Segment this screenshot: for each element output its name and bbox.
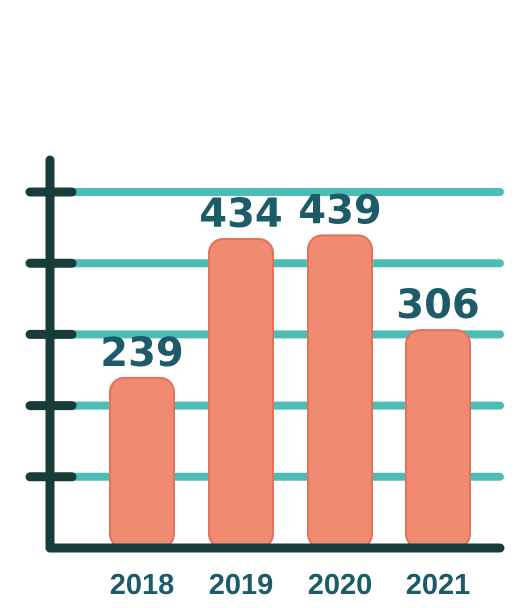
value-label-2018: 239 [100,330,184,376]
x-tick-label-2020: 2020 [308,569,373,601]
value-label-2021: 306 [396,282,480,328]
x-tick-label-2019: 2019 [209,569,274,601]
value-label-2019: 434 [199,191,283,237]
labels: 239 2018 434 2019 439 2020 306 2021 [100,187,480,601]
value-label-2020: 439 [298,187,382,233]
axes [25,155,505,553]
x-tick-label-2018: 2018 [110,569,175,601]
bar-2021 [405,329,471,549]
bar-2018 [109,376,175,549]
bar-2020 [307,234,373,549]
bar-2019 [208,237,274,549]
x-tick-label-2021: 2021 [406,569,471,601]
